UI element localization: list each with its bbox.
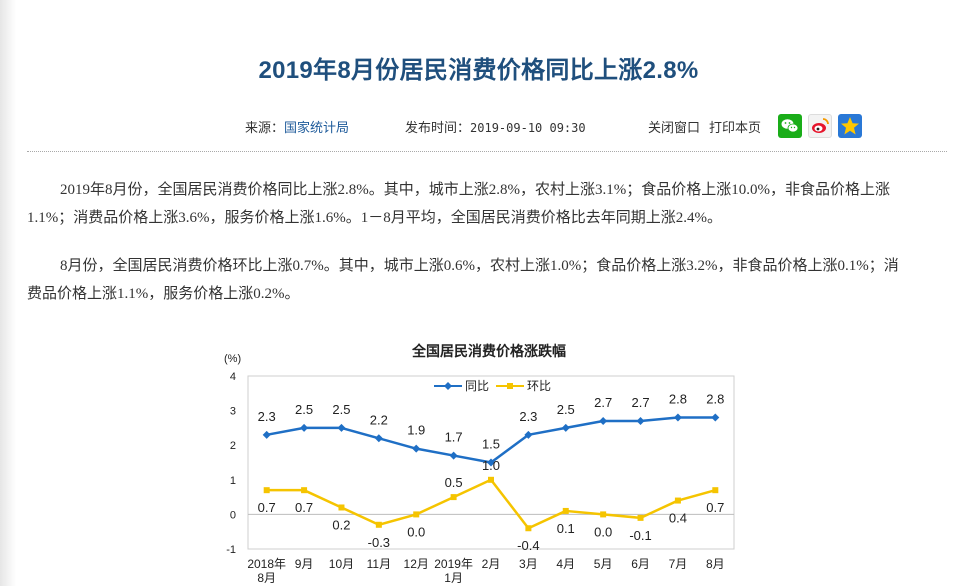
- y-tick-label: 0: [230, 509, 236, 521]
- legend-swatch-marker: [507, 383, 513, 389]
- data-label: 2.2: [370, 412, 388, 427]
- source-label: 来源：: [245, 121, 285, 136]
- data-point: [487, 458, 495, 467]
- chart-title: 全国居民消费价格涨跌幅: [412, 344, 566, 360]
- source-link[interactable]: 国家统计局: [284, 121, 350, 136]
- data-label: -0.4: [517, 538, 539, 553]
- data-point: [562, 507, 569, 514]
- x-tick-label: 8月: [706, 557, 725, 571]
- data-label: 0.5: [445, 475, 463, 490]
- data-point: [712, 487, 719, 494]
- page-left-shadow: [0, 0, 16, 586]
- publish-time: 2019-09-10 09:30: [470, 121, 586, 135]
- data-label: 2.7: [631, 395, 649, 410]
- x-tick-label: 2月: [482, 557, 501, 571]
- paragraph-2: 8月份，全国居民消费价格环比上涨0.7%。其中，城市上涨0.6%，农村上涨1.0…: [27, 258, 899, 302]
- print-page-link[interactable]: 打印本页: [709, 121, 762, 136]
- data-point: [674, 497, 681, 504]
- data-point: [375, 521, 382, 528]
- legend-swatch-marker: [444, 382, 452, 390]
- x-tick-label: 4月: [556, 557, 575, 571]
- publish-info: 发布时间：2019-09-10 09:30: [405, 117, 586, 136]
- data-point: [600, 511, 607, 518]
- data-label: 1.5: [482, 437, 500, 452]
- y-axis-label: (%): [224, 353, 241, 365]
- data-label: 2.5: [332, 402, 350, 417]
- data-point: [338, 504, 345, 511]
- data-point: [262, 430, 271, 439]
- data-label: 0.1: [557, 521, 575, 536]
- source-info: 来源：国家统计局: [245, 117, 349, 136]
- data-label: 1.9: [407, 423, 425, 438]
- data-label: 0.7: [258, 500, 276, 515]
- data-label: 2.7: [594, 395, 612, 410]
- x-tick-label: 3月: [519, 557, 538, 571]
- data-label: 0.2: [332, 517, 350, 532]
- plot-area-border: [247, 375, 735, 550]
- x-tick-label: 2019年: [434, 557, 473, 571]
- data-label: 2.5: [295, 402, 313, 417]
- x-tick-label: 9月: [295, 557, 314, 571]
- data-point: [673, 413, 682, 422]
- data-point: [637, 514, 644, 521]
- data-label: -0.3: [368, 535, 390, 550]
- weibo-icon[interactable]: [808, 114, 832, 138]
- data-point: [300, 423, 309, 432]
- data-point: [263, 487, 270, 494]
- x-tick-label: 8月: [257, 571, 276, 585]
- data-label: 1.7: [445, 430, 463, 445]
- data-point: [525, 525, 532, 532]
- y-tick-label: 4: [230, 371, 236, 383]
- data-point: [337, 423, 346, 432]
- data-label: 0.7: [295, 500, 313, 515]
- data-label: 0.7: [706, 500, 724, 515]
- data-label: 2.3: [519, 409, 537, 424]
- data-point: [561, 423, 570, 432]
- x-tick-label: 12月: [404, 557, 429, 571]
- data-label: 0.4: [669, 511, 687, 526]
- data-label: -0.1: [629, 528, 651, 543]
- data-label: 0.0: [407, 524, 425, 539]
- x-tick-label: 1月: [444, 571, 463, 585]
- data-point: [374, 434, 383, 443]
- data-point: [301, 487, 308, 494]
- legend-label: 同比: [465, 379, 489, 393]
- x-tick-label: 11月: [367, 557, 391, 571]
- x-tick-label: 10月: [329, 557, 354, 571]
- data-label: 0.0: [594, 524, 612, 539]
- wechat-icon[interactable]: [778, 114, 802, 138]
- data-label: 2.8: [706, 392, 724, 407]
- paragraph-1: 2019年8月份，全国居民消费价格同比上涨2.8%。其中，城市上涨2.8%，农村…: [27, 182, 890, 226]
- close-window-link[interactable]: 关闭窗口: [648, 121, 701, 136]
- data-point: [711, 413, 720, 422]
- y-tick-label: 1: [230, 475, 236, 487]
- x-tick-label: 5月: [594, 557, 613, 571]
- x-tick-label: 2018年: [247, 557, 286, 571]
- article-title: 2019年8月份居民消费价格同比上涨2.8%: [258, 57, 699, 84]
- data-label: 1.0: [482, 458, 500, 473]
- data-label: 2.8: [669, 392, 687, 407]
- qzone-icon[interactable]: [838, 114, 862, 138]
- data-point: [599, 416, 608, 425]
- data-point: [524, 430, 533, 439]
- data-label: 2.5: [557, 402, 575, 417]
- y-tick-label: -1: [226, 544, 236, 556]
- data-point: [636, 416, 645, 425]
- data-point: [488, 476, 494, 483]
- y-tick-label: 2: [230, 440, 236, 452]
- publish-label: 发布时间：: [405, 121, 471, 136]
- data-point: [413, 511, 420, 518]
- data-label: 2.3: [258, 409, 276, 424]
- data-point: [412, 444, 421, 453]
- x-tick-label: 6月: [631, 557, 650, 571]
- legend-label: 环比: [527, 379, 551, 393]
- data-point: [450, 494, 457, 501]
- header-divider: [27, 151, 947, 152]
- x-tick-label: 7月: [669, 557, 688, 571]
- data-point: [449, 451, 458, 460]
- y-tick-label: 3: [230, 406, 236, 418]
